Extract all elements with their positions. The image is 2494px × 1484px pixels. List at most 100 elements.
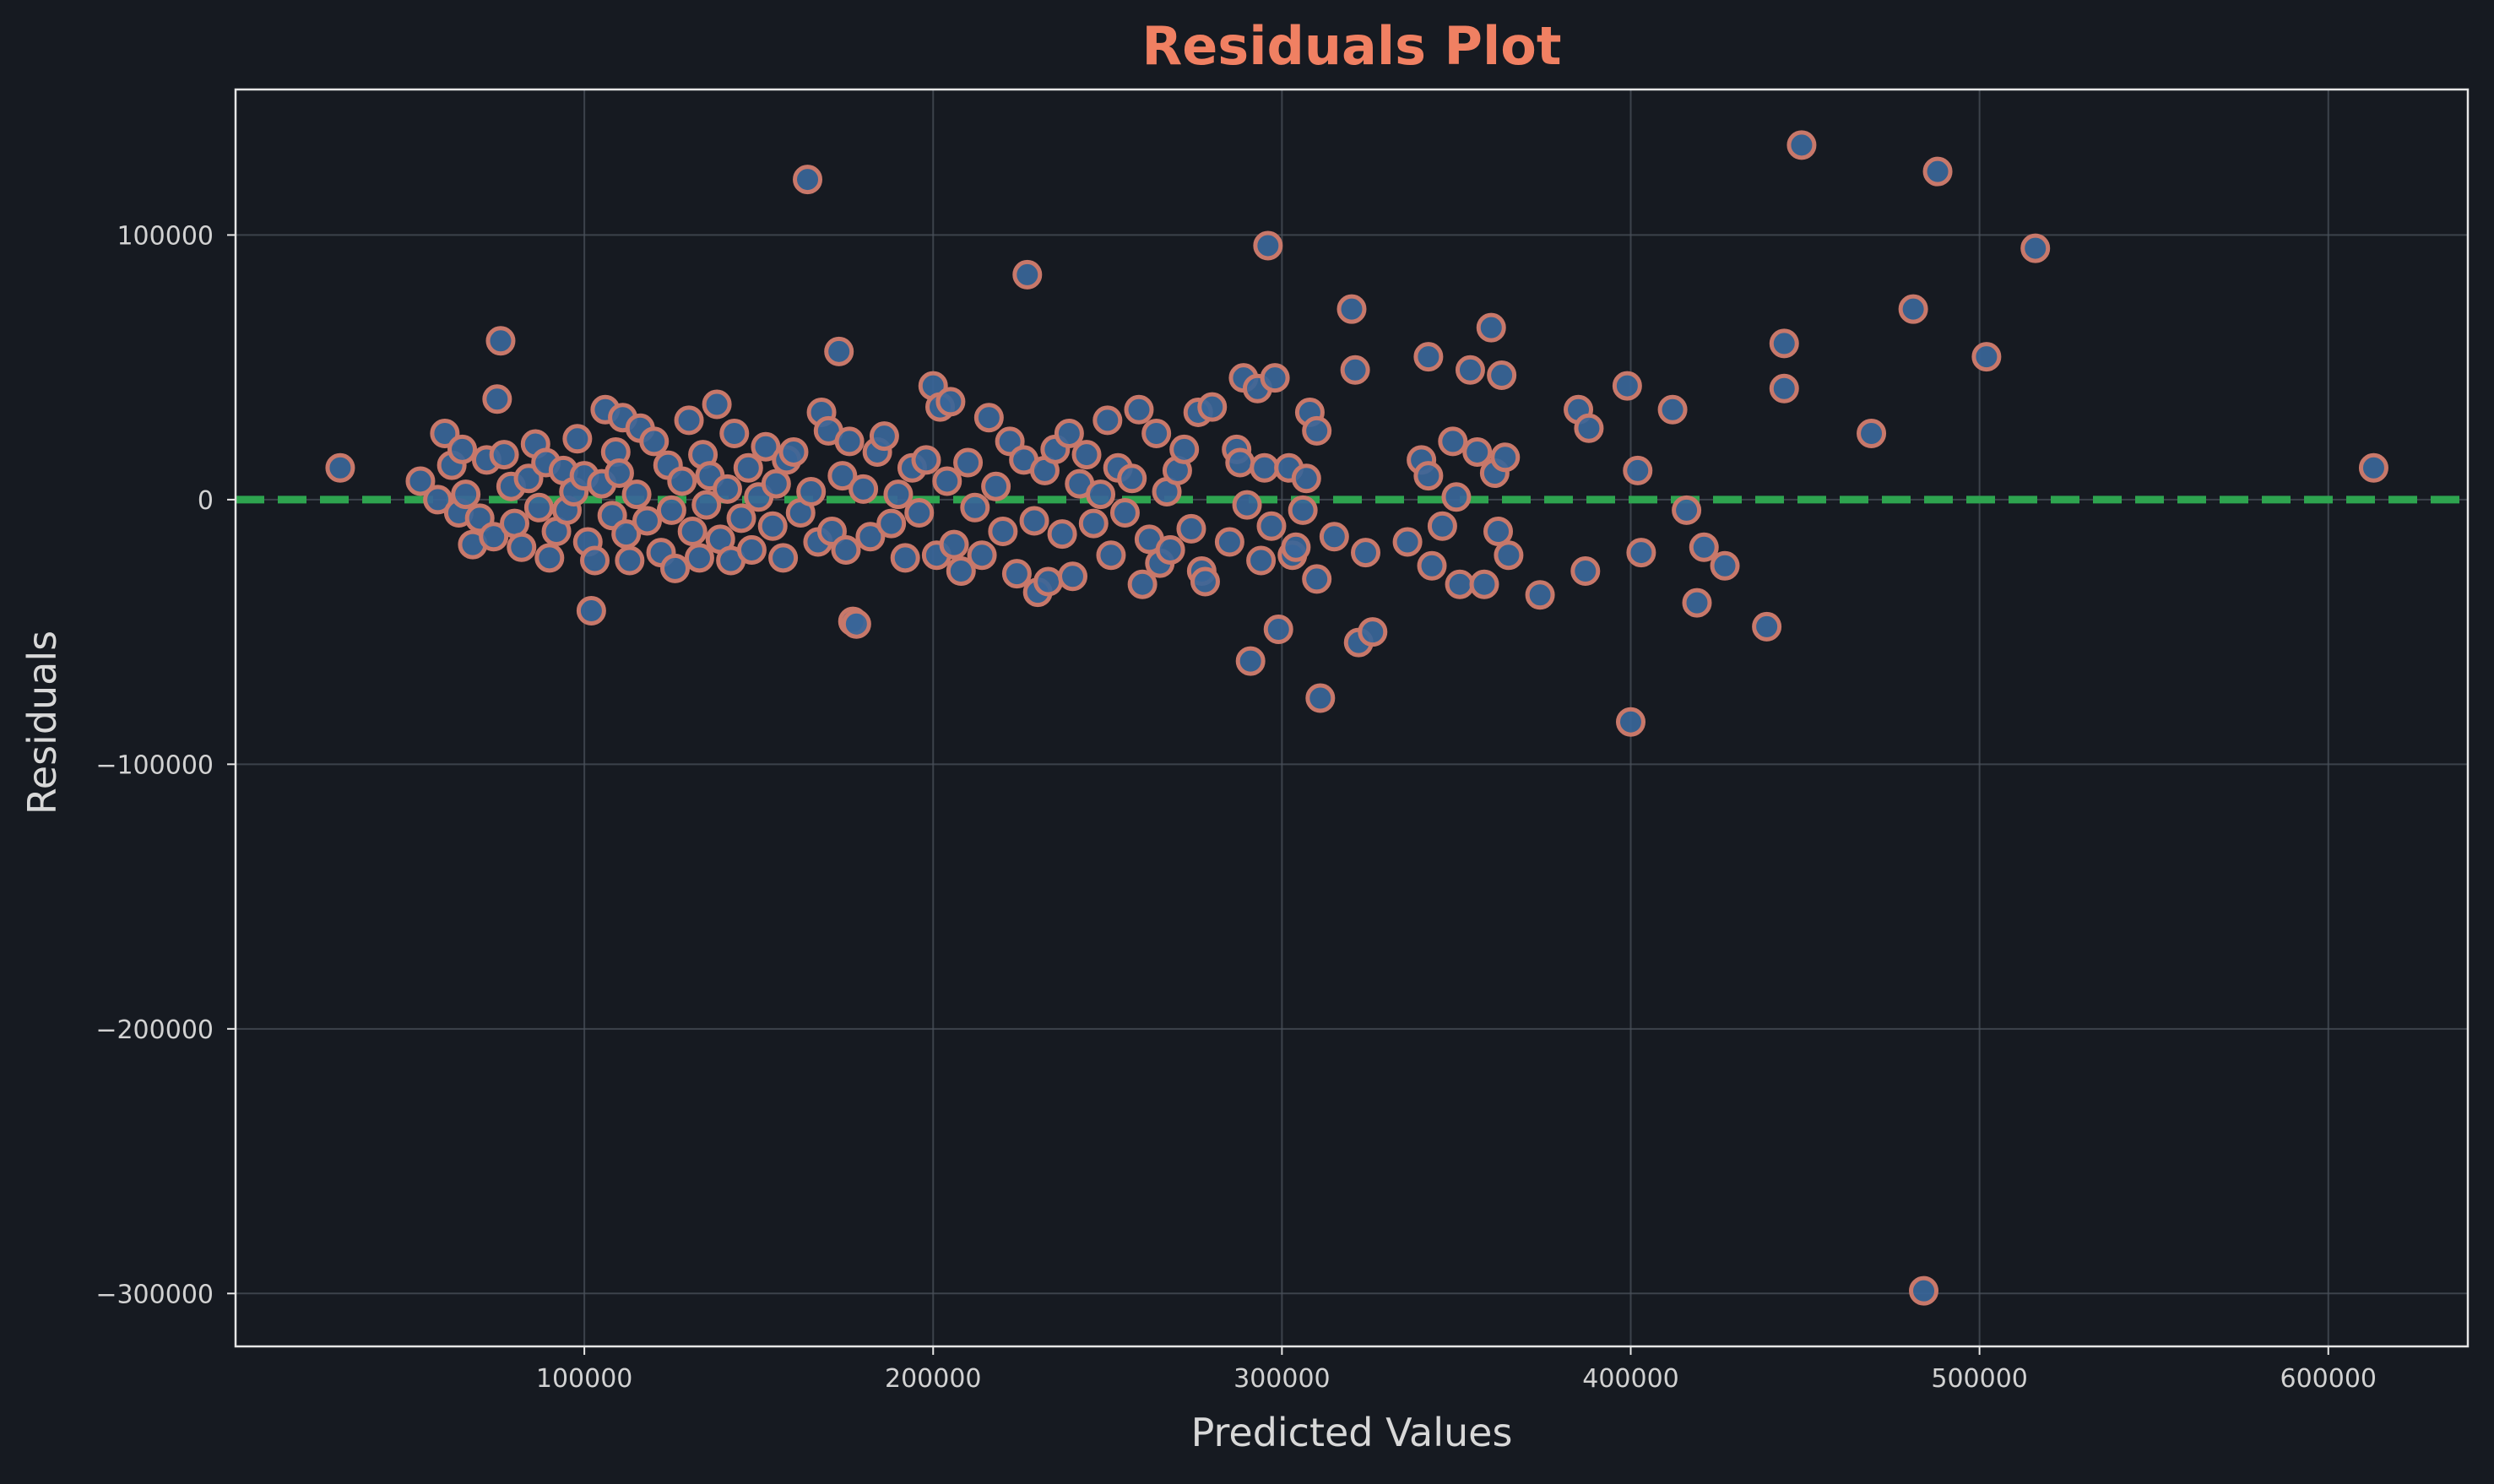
scatter-point xyxy=(1305,683,1336,713)
scatter-point xyxy=(485,326,516,356)
scatter-point xyxy=(855,522,886,552)
scatter-point xyxy=(768,543,799,573)
scatter-point xyxy=(667,466,697,496)
scatter-point xyxy=(325,452,355,483)
scatter-point xyxy=(946,556,976,587)
scatter-point xyxy=(451,479,481,510)
scatter-point xyxy=(1124,394,1154,425)
scatter-point xyxy=(876,508,907,539)
scatter-point xyxy=(660,553,691,583)
scatter-point xyxy=(1225,447,1255,478)
y-tick-label: −300000 xyxy=(95,1280,214,1309)
scatter-point xyxy=(1001,559,1032,589)
x-tick-label: 300000 xyxy=(1233,1364,1331,1394)
scatter-point xyxy=(1710,550,1740,581)
scatter-point xyxy=(1494,540,1524,571)
scatter-point xyxy=(796,476,827,506)
scatter-point xyxy=(1302,415,1332,446)
y-tick-label: −100000 xyxy=(95,750,214,780)
scatter-point xyxy=(1141,419,1172,449)
scatter-point xyxy=(1898,294,1928,324)
scatter-point xyxy=(1769,373,1799,403)
scatter-point xyxy=(713,474,743,504)
scatter-point xyxy=(1438,426,1468,457)
plot-area xyxy=(236,89,2468,1346)
scatter-point xyxy=(1047,519,1077,550)
scatter-point xyxy=(1483,517,1514,547)
scatter-point xyxy=(1071,440,1102,470)
scatter-point xyxy=(562,424,593,454)
scatter-point xyxy=(1260,363,1290,393)
y-tick-label: −200000 xyxy=(95,1016,214,1045)
scatter-point xyxy=(939,529,969,560)
scatter-point xyxy=(604,458,634,489)
scatter-point xyxy=(1232,490,1262,520)
scatter-point xyxy=(1476,312,1506,343)
scatter-point xyxy=(967,540,997,571)
scatter-point xyxy=(1413,461,1444,491)
scatter-point xyxy=(849,474,879,504)
scatter-point xyxy=(869,421,899,452)
scatter-point xyxy=(1176,513,1206,544)
scatter-point xyxy=(778,436,809,467)
scatter-point xyxy=(523,492,554,523)
scatter-point xyxy=(1096,540,1126,571)
scatter-point xyxy=(632,506,662,536)
scatter-point xyxy=(960,492,990,523)
chart-title: Residuals Plot xyxy=(1142,15,1562,77)
scatter-point xyxy=(674,405,704,436)
scatter-point xyxy=(1291,463,1321,494)
scatter-point xyxy=(981,471,1011,501)
scatter-point xyxy=(1623,455,1653,485)
scatter-point xyxy=(1109,498,1140,528)
scatter-point xyxy=(1441,482,1472,512)
scatter-point xyxy=(500,508,529,539)
scatter-point xyxy=(1612,371,1642,401)
scatter-point xyxy=(684,543,714,573)
scatter-point xyxy=(1417,550,1447,581)
scatter-point xyxy=(761,468,791,499)
scatter-point xyxy=(1752,611,1782,642)
scatter-point xyxy=(1340,355,1370,385)
scatter-point xyxy=(423,485,453,515)
scatter-point xyxy=(639,426,670,457)
scatter-point xyxy=(1857,419,1887,449)
scatter-point xyxy=(576,596,606,626)
x-tick-label: 100000 xyxy=(536,1364,633,1394)
scatter-point xyxy=(890,543,920,573)
scatter-point xyxy=(447,434,478,464)
scatter-point xyxy=(1769,328,1799,359)
scatter-point xyxy=(1626,538,1656,568)
x-axis-label: Predicted Values xyxy=(1191,1410,1513,1455)
scatter-point xyxy=(1786,130,1817,160)
scatter-point xyxy=(580,545,610,576)
x-tick-label: 600000 xyxy=(2280,1364,2377,1394)
scatter-point xyxy=(1253,230,1283,261)
scatter-point xyxy=(1358,617,1388,647)
scatter-point xyxy=(1263,614,1293,644)
scatter-point xyxy=(1117,463,1147,494)
scatter-point xyxy=(1487,360,1517,391)
scatter-point xyxy=(793,165,823,195)
scatter-point xyxy=(751,431,781,462)
scatter-point xyxy=(1570,556,1601,587)
scatter-point xyxy=(1351,538,1381,568)
scatter-point xyxy=(726,503,756,533)
scatter-point xyxy=(482,384,512,414)
scatter-point xyxy=(1092,405,1123,436)
scatter-point xyxy=(1336,294,1367,324)
scatter-point xyxy=(1392,527,1423,557)
scatter-point xyxy=(615,545,645,576)
scatter-point xyxy=(1019,506,1049,536)
scatter-point xyxy=(1246,545,1277,576)
y-tick-label: 100000 xyxy=(117,221,214,251)
scatter-point xyxy=(1689,532,1719,562)
scatter-point xyxy=(1922,156,1953,187)
y-tick-label: 0 xyxy=(198,486,214,516)
scatter-point xyxy=(883,479,914,510)
scatter-point xyxy=(1256,511,1287,541)
scatter-point xyxy=(935,387,966,417)
scatter-point xyxy=(1155,534,1185,565)
scatter-point xyxy=(1012,259,1043,290)
scatter-point xyxy=(904,498,935,528)
